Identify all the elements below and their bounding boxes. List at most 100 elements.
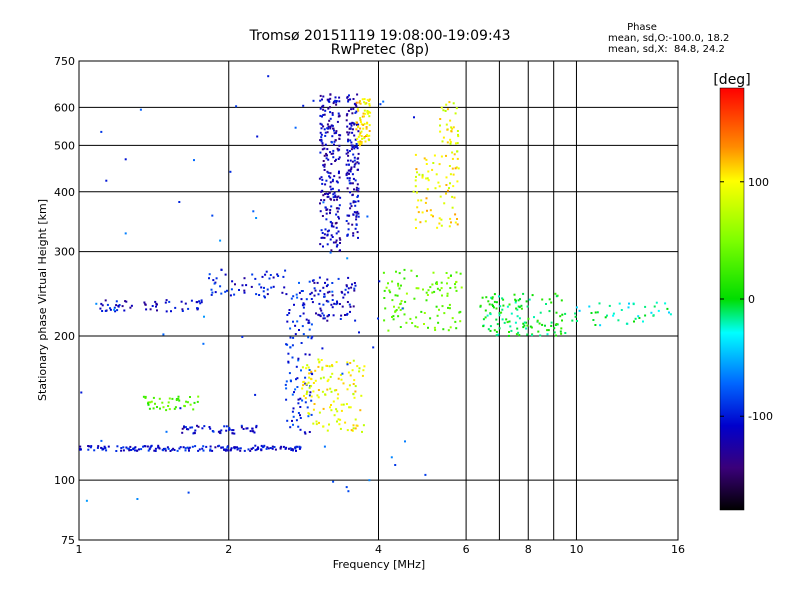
data-point xyxy=(320,140,323,142)
data-point xyxy=(340,314,343,317)
data-point xyxy=(268,277,271,280)
data-point xyxy=(153,449,156,452)
data-point xyxy=(332,149,335,152)
data-point xyxy=(321,142,324,145)
data-point xyxy=(339,374,342,376)
data-point xyxy=(319,243,322,246)
data-point xyxy=(292,336,295,339)
data-point xyxy=(354,138,357,141)
data-point xyxy=(387,282,389,285)
data-point xyxy=(265,270,268,273)
data-point xyxy=(323,165,326,168)
data-point xyxy=(505,318,508,321)
data-point xyxy=(171,397,174,400)
data-point xyxy=(433,154,436,157)
data-point xyxy=(332,314,335,317)
data-point xyxy=(188,449,190,452)
data-point xyxy=(355,186,358,189)
data-point xyxy=(405,321,408,324)
data-point xyxy=(348,172,350,175)
data-point xyxy=(331,294,334,297)
data-point xyxy=(325,179,328,182)
data-point xyxy=(446,292,449,295)
data-point xyxy=(366,215,369,218)
data-point xyxy=(321,366,324,369)
data-point xyxy=(541,298,544,301)
chart-subtitle: RwPretec (8p) xyxy=(331,42,429,58)
data-point xyxy=(149,401,152,404)
data-point xyxy=(352,98,355,100)
data-point xyxy=(324,281,326,284)
data-point xyxy=(355,215,358,218)
data-point xyxy=(340,378,343,381)
data-point xyxy=(187,428,190,431)
data-point xyxy=(197,395,200,398)
data-point xyxy=(599,324,602,327)
data-point xyxy=(320,127,323,130)
data-point xyxy=(669,313,672,316)
x-axis-label: Frequency [MHz] xyxy=(333,558,425,571)
data-point xyxy=(352,107,355,110)
data-point xyxy=(308,369,311,371)
data-point xyxy=(269,447,272,449)
data-point xyxy=(328,365,331,368)
data-point xyxy=(294,324,297,327)
data-point xyxy=(197,307,199,310)
data-point xyxy=(354,204,357,207)
data-point xyxy=(337,112,340,115)
data-point xyxy=(347,287,350,290)
data-point xyxy=(326,243,329,246)
data-point xyxy=(331,112,334,114)
data-point xyxy=(228,428,231,431)
data-point xyxy=(271,445,274,448)
data-point xyxy=(172,447,175,450)
data-point xyxy=(555,323,558,325)
data-point xyxy=(431,283,434,286)
data-point xyxy=(329,93,332,96)
data-point xyxy=(356,183,359,186)
data-point xyxy=(578,309,581,312)
data-point xyxy=(177,397,180,400)
data-point xyxy=(251,427,254,430)
data-point xyxy=(100,302,103,305)
data-point xyxy=(548,310,551,313)
data-point xyxy=(327,378,330,381)
data-point xyxy=(181,427,184,430)
data-point xyxy=(326,230,329,233)
data-point xyxy=(486,314,489,317)
data-point xyxy=(529,325,532,328)
data-point xyxy=(431,291,434,294)
data-point xyxy=(365,127,368,130)
data-point xyxy=(304,376,307,379)
data-point xyxy=(345,172,348,175)
data-point xyxy=(444,110,447,112)
data-point xyxy=(169,450,172,452)
data-point xyxy=(422,288,424,291)
data-point xyxy=(330,188,333,191)
data-point xyxy=(347,109,350,112)
data-point xyxy=(295,419,298,422)
data-point xyxy=(417,287,420,290)
data-point xyxy=(114,310,117,313)
data-point xyxy=(357,212,360,215)
data-point xyxy=(300,342,303,344)
data-point xyxy=(260,448,263,451)
data-point xyxy=(548,298,551,301)
data-point xyxy=(220,268,223,271)
data-point xyxy=(364,140,367,143)
data-point xyxy=(291,448,294,451)
data-point xyxy=(347,154,350,157)
data-point xyxy=(306,406,309,409)
data-point xyxy=(360,123,363,126)
data-point xyxy=(355,214,358,217)
data-point xyxy=(455,281,458,284)
data-point xyxy=(294,447,297,450)
data-point xyxy=(179,407,182,410)
data-point xyxy=(329,181,332,184)
data-point xyxy=(397,306,400,309)
data-point xyxy=(420,199,423,202)
data-point xyxy=(258,294,261,296)
data-point xyxy=(367,135,369,138)
data-point xyxy=(545,303,547,305)
data-point xyxy=(103,445,106,448)
